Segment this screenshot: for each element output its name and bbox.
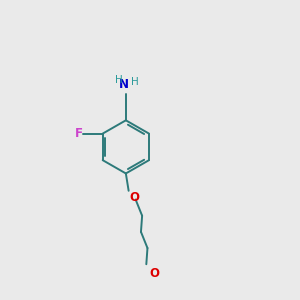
Text: H: H (115, 75, 123, 85)
Text: H: H (131, 77, 139, 87)
Text: O: O (150, 267, 160, 280)
Text: F: F (75, 127, 83, 140)
Text: O: O (130, 191, 140, 204)
Text: N: N (119, 78, 129, 92)
